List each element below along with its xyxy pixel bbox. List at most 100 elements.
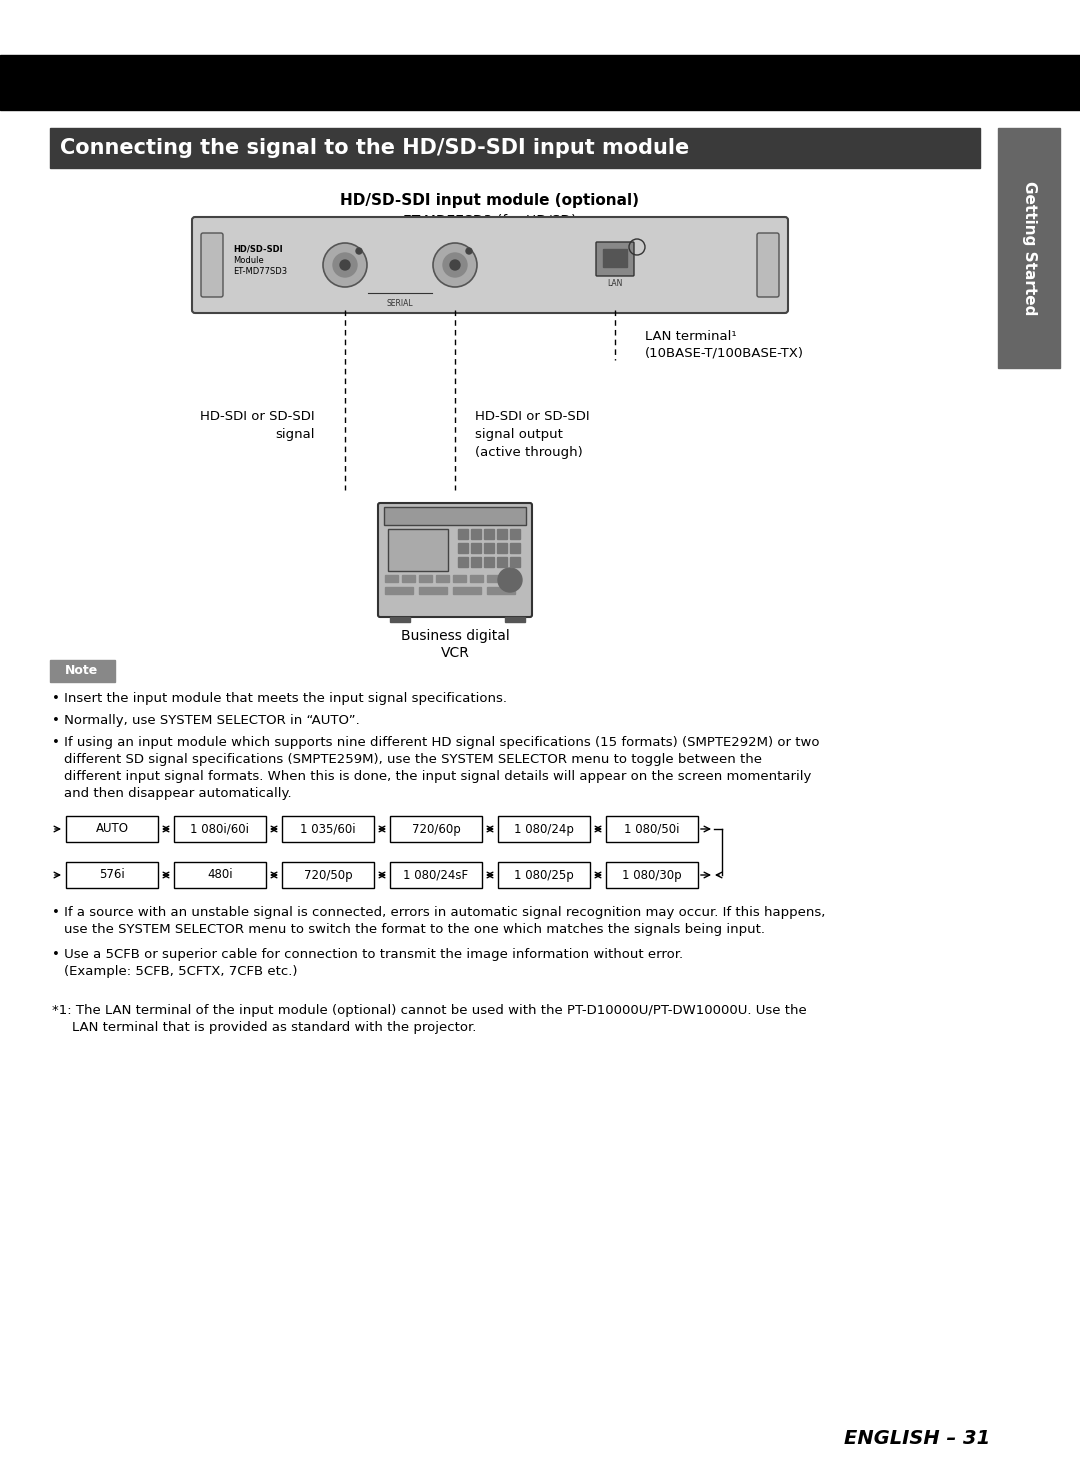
Text: ENGLISH – 31: ENGLISH – 31 [843, 1429, 990, 1448]
Bar [998, 129, 1059, 368]
Bar [384, 587, 413, 594]
Bar [419, 575, 432, 582]
Bar [484, 557, 494, 568]
FancyBboxPatch shape [378, 503, 532, 616]
Bar [453, 587, 481, 594]
Text: 720/60p: 720/60p [411, 822, 460, 835]
Bar [174, 816, 266, 842]
Bar [384, 575, 399, 582]
Bar [174, 862, 266, 888]
Text: signal output: signal output [475, 429, 563, 440]
Bar [498, 862, 590, 888]
Bar [497, 557, 507, 568]
Bar [487, 587, 515, 594]
Bar [504, 575, 517, 582]
Bar [436, 575, 449, 582]
Bar [66, 816, 158, 842]
Bar [497, 529, 507, 539]
Circle shape [333, 253, 357, 276]
Text: (Example: 5CFB, 5CFTX, 7CFB etc.): (Example: 5CFB, 5CFTX, 7CFB etc.) [64, 965, 297, 978]
Text: VCR: VCR [441, 646, 470, 661]
Text: 1 080/24p: 1 080/24p [514, 822, 573, 835]
Text: Business digital: Business digital [401, 630, 510, 643]
Text: 480i: 480i [207, 869, 233, 881]
Text: 1 080/30p: 1 080/30p [622, 869, 681, 881]
FancyBboxPatch shape [192, 217, 788, 313]
Text: 1 080/24sF: 1 080/24sF [404, 869, 469, 881]
Bar [458, 542, 468, 553]
Text: (active through): (active through) [475, 446, 583, 460]
Text: • Insert the input module that meets the input signal specifications.: • Insert the input module that meets the… [52, 692, 507, 705]
Text: Module: Module [233, 256, 264, 265]
Text: • If a source with an unstable signal is connected, errors in automatic signal r: • If a source with an unstable signal is… [52, 906, 825, 919]
Circle shape [323, 242, 367, 287]
Bar [282, 862, 374, 888]
Text: 1 080i/60i: 1 080i/60i [190, 822, 249, 835]
Text: AUTO: AUTO [95, 822, 129, 835]
Text: *1: The LAN terminal of the input module (optional) cannot be used with the PT-D: *1: The LAN terminal of the input module… [52, 1004, 807, 1017]
Text: SERIAL: SERIAL [387, 299, 414, 307]
Text: signal: signal [275, 429, 315, 440]
Bar [471, 529, 481, 539]
Text: 720/50p: 720/50p [303, 869, 352, 881]
Bar [458, 557, 468, 568]
Text: ET-MD77SD3 (for HD/SD): ET-MD77SD3 (for HD/SD) [403, 213, 577, 228]
Bar [390, 862, 482, 888]
Circle shape [450, 260, 460, 270]
Bar [470, 575, 483, 582]
Text: Note: Note [66, 665, 98, 677]
Bar [471, 542, 481, 553]
Text: 1 035/60i: 1 035/60i [300, 822, 355, 835]
Bar [606, 816, 698, 842]
Text: different input signal formats. When this is done, the input signal details will: different input signal formats. When thi… [64, 770, 811, 783]
Text: HD-SDI or SD-SDI: HD-SDI or SD-SDI [475, 409, 590, 423]
Text: HD-SDI or SD-SDI: HD-SDI or SD-SDI [201, 409, 315, 423]
Text: and then disappear automatically.: and then disappear automatically. [64, 786, 292, 800]
Bar [390, 816, 482, 842]
Bar [505, 616, 525, 622]
Bar [484, 542, 494, 553]
Bar [458, 529, 468, 539]
Text: 576i: 576i [99, 869, 125, 881]
Bar [471, 557, 481, 568]
Bar [282, 816, 374, 842]
Bar [388, 529, 448, 571]
Circle shape [465, 248, 472, 254]
Bar [510, 542, 519, 553]
Bar [453, 575, 465, 582]
Text: 1 080/25p: 1 080/25p [514, 869, 573, 881]
Text: LAN: LAN [607, 279, 623, 288]
Bar [50, 661, 114, 681]
Bar [497, 542, 507, 553]
Text: different SD signal specifications (SMPTE259M), use the SYSTEM SELECTOR menu to : different SD signal specifications (SMPT… [64, 752, 762, 766]
Text: LAN terminal that is provided as standard with the projector.: LAN terminal that is provided as standar… [72, 1021, 476, 1035]
Bar [0, 55, 1080, 109]
Bar [50, 129, 980, 168]
Bar [606, 862, 698, 888]
Text: ET-MD77SD3: ET-MD77SD3 [233, 268, 287, 276]
Bar [419, 587, 447, 594]
Circle shape [340, 260, 350, 270]
Circle shape [356, 248, 362, 254]
Text: Getting Started: Getting Started [1022, 180, 1037, 315]
Bar [487, 575, 500, 582]
Text: HD/SD-SDI input module (optional): HD/SD-SDI input module (optional) [340, 192, 639, 207]
Text: 1 080/50i: 1 080/50i [624, 822, 679, 835]
Text: LAN terminal¹: LAN terminal¹ [645, 330, 737, 343]
FancyBboxPatch shape [757, 234, 779, 297]
Text: • If using an input module which supports nine different HD signal specification: • If using an input module which support… [52, 736, 820, 749]
Text: use the SYSTEM SELECTOR menu to switch the format to the one which matches the s: use the SYSTEM SELECTOR menu to switch t… [64, 922, 765, 936]
Bar [384, 507, 526, 525]
FancyBboxPatch shape [201, 234, 222, 297]
Circle shape [433, 242, 477, 287]
Bar [402, 575, 415, 582]
Text: HD/SD-SDI: HD/SD-SDI [233, 245, 283, 254]
Bar [390, 616, 410, 622]
Text: Connecting the signal to the HD/SD-SDI input module: Connecting the signal to the HD/SD-SDI i… [60, 137, 689, 158]
Bar [510, 557, 519, 568]
Bar [498, 816, 590, 842]
Bar [484, 529, 494, 539]
Text: (10BASE-T/100BASE-TX): (10BASE-T/100BASE-TX) [645, 347, 804, 361]
Text: • Normally, use SYSTEM SELECTOR in “AUTO”.: • Normally, use SYSTEM SELECTOR in “AUTO… [52, 714, 360, 727]
Bar [66, 862, 158, 888]
